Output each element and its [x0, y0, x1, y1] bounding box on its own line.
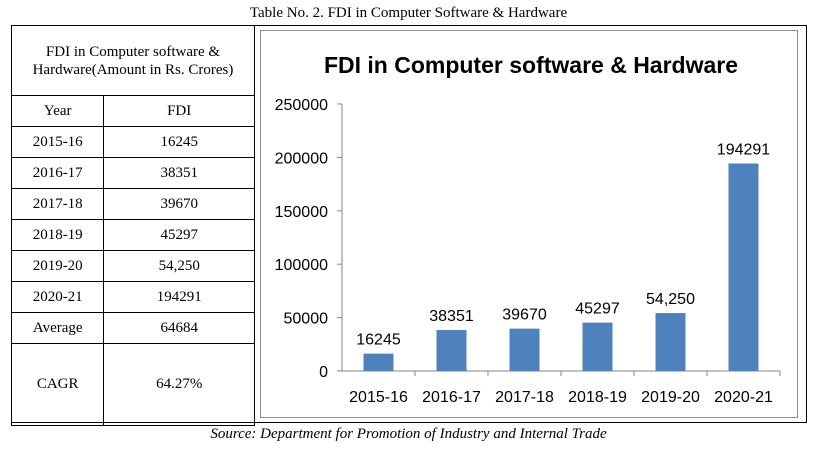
chart-title: FDI in Computer software & Hardware	[324, 52, 738, 78]
year-cell: 2015-16	[10, 126, 105, 158]
source-note: Source: Department for Promotion of Indu…	[210, 426, 607, 442]
average-row: Average 64684	[10, 312, 255, 344]
table-row: 2019-20 54,250	[10, 250, 255, 282]
bar	[363, 353, 394, 371]
table-header: FDI in Computer software & Hardware(Amou…	[11, 25, 255, 96]
average-value: 64684	[103, 312, 255, 344]
y-tick-label: 0	[319, 364, 328, 381]
x-tick-label: 2020-21	[714, 389, 773, 406]
x-tick-label: 2018-19	[568, 389, 627, 406]
table-row: 2015-16 16245	[10, 126, 255, 158]
y-tick-label: 100000	[275, 257, 328, 274]
y-tick-label: 50000	[284, 311, 329, 328]
table-row: 2016-17 38351	[10, 157, 255, 189]
bar	[509, 328, 540, 371]
x-tick-label: 2016-17	[422, 389, 481, 406]
fdi-table: FDI in Computer software & Hardware(Amou…	[10, 25, 255, 426]
year-cell: 2016-17	[10, 157, 105, 189]
table-caption: Table No. 2. FDI in Computer Software & …	[249, 5, 568, 21]
fdi-cell: 16245	[103, 126, 255, 158]
cagr-row: CAGR 64.27%	[10, 343, 255, 426]
data-label: 39670	[502, 307, 547, 324]
table-row: 2017-18 39670	[10, 188, 255, 220]
cagr-label: CAGR	[10, 343, 105, 426]
bar	[655, 313, 686, 371]
bar	[728, 163, 759, 371]
fdi-cell: 38351	[103, 157, 255, 189]
data-label: 38351	[429, 308, 474, 325]
x-tick-label: 2015-16	[349, 389, 408, 406]
col-year-header: Year	[10, 95, 105, 127]
bar	[436, 330, 467, 371]
year-cell: 2019-20	[10, 250, 105, 282]
y-tick-label: 250000	[275, 97, 328, 114]
x-tick-label: 2017-18	[495, 389, 554, 406]
y-tick-label: 150000	[275, 204, 328, 221]
x-tick-label: 2019-20	[641, 389, 700, 406]
table-header-text: FDI in Computer software & Hardware(Amou…	[32, 43, 234, 78]
data-label: 194291	[717, 141, 770, 158]
table-row: 2018-19 45297	[10, 219, 255, 251]
y-tick-label: 200000	[275, 150, 328, 167]
fdi-cell: 54,250	[103, 250, 255, 282]
bar	[582, 322, 613, 371]
data-label: 54,250	[646, 291, 695, 308]
data-label: 45297	[575, 301, 620, 318]
cagr-value: 64.27%	[103, 343, 255, 426]
fdi-cell: 194291	[103, 281, 255, 313]
data-label: 16245	[356, 332, 401, 349]
